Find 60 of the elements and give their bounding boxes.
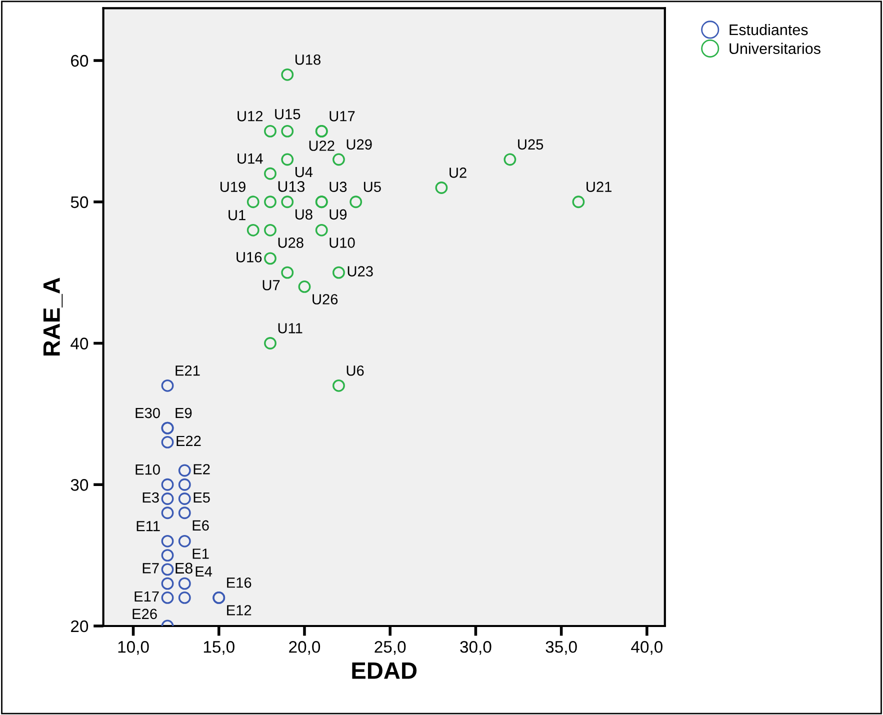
x-tick-label: 40,0 [631,641,662,655]
data-label: U29 [346,139,372,150]
data-label: U4 [295,167,313,178]
data-label: E11 [136,521,160,532]
data-label: E5 [194,492,210,503]
data-label: E9 [176,408,192,418]
data-label: U1 [228,210,246,220]
x-tick-label: 30,0 [460,641,492,655]
data-label: E12 [227,605,252,616]
data-label: U26 [312,294,338,304]
data-label: U13 [278,181,305,192]
data-label: U22 [309,140,334,151]
data-label: U11 [278,323,302,334]
y-tick-label: 30 [70,479,88,491]
data-label: E6 [192,520,209,531]
data-label: E1 [192,548,209,559]
data-label: U2 [450,168,466,178]
data-label: E22 [176,436,201,446]
data-label: E10 [136,464,160,475]
y-axis-title: RAE_A [43,278,63,356]
data-label: U25 [518,139,544,150]
legend-label: Universitarios [730,42,820,54]
data-label: E17 [134,591,159,602]
data-label: U12 [238,111,263,122]
y-tick-label: 20 [71,620,88,632]
data-label: U8 [295,209,312,220]
data-label: U18 [295,54,320,65]
data-label: E8 [176,562,192,574]
y-tick-label: 40 [70,338,88,350]
y-tick-label: 60 [71,54,88,67]
data-label: E16 [227,578,252,588]
data-label: U10 [330,238,355,248]
x-tick-label: 20,0 [289,641,320,655]
data-label: U23 [348,266,373,276]
data-label: U6 [346,365,364,376]
x-tick-label: 15,0 [204,641,234,655]
data-label: U19 [220,182,246,192]
data-label: E26 [132,608,157,620]
x-tick-label: 25,0 [374,641,406,655]
x-tick-label: 35,0 [546,641,577,655]
data-label: U15 [275,109,300,120]
data-label: U3 [330,182,347,192]
data-label: E21 [176,365,200,376]
x-axis-title: EDAD [352,662,417,679]
data-label: U14 [238,154,263,164]
data-label: U17 [330,111,355,122]
data-label: E2 [194,464,210,474]
data-label: U7 [262,280,280,290]
data-label: U5 [364,182,381,192]
data-label: E30 [136,408,160,418]
data-label: U9 [330,209,347,220]
data-label: U16 [236,252,262,262]
legend-label: Estudiantes [730,24,808,36]
data-label: E3 [142,492,159,503]
data-label: E7 [142,563,159,574]
data-label: U21 [586,182,612,192]
x-tick-label: 10,0 [118,641,149,655]
data-label: E4 [196,566,212,577]
data-label: U28 [278,238,304,248]
y-tick-label: 50 [70,196,88,208]
